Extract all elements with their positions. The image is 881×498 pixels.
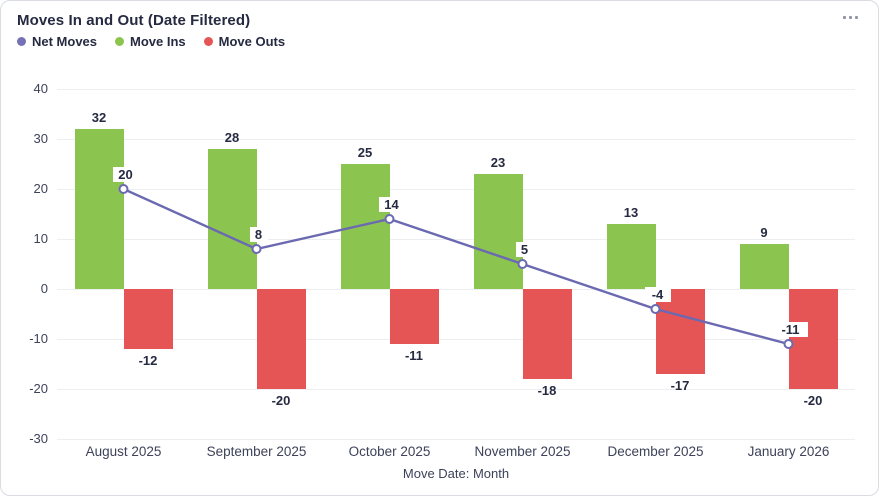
- bar-value-label: -18: [537, 383, 557, 398]
- gridline: [57, 189, 855, 190]
- bar-move-outs[interactable]: [389, 289, 439, 344]
- legend-item-net-moves[interactable]: Net Moves: [17, 34, 97, 49]
- x-axis-tick-label: November 2025: [474, 444, 571, 459]
- ellipsis-dot: [842, 15, 846, 19]
- bar-move-outs[interactable]: [522, 289, 572, 379]
- line-marker-net-moves[interactable]: [118, 184, 129, 194]
- bar-move-ins[interactable]: [473, 174, 523, 289]
- bar-value-label: -17: [670, 378, 690, 393]
- legend-item-move-outs[interactable]: Move Outs: [203, 34, 286, 49]
- x-axis-tick-label: October 2025: [348, 444, 431, 459]
- bar-move-ins[interactable]: [340, 164, 390, 289]
- legend-label: Move Ins: [130, 34, 186, 49]
- line-marker-net-moves[interactable]: [517, 259, 528, 269]
- legend-label: Move Outs: [218, 34, 286, 49]
- y-axis-tick-label: 10: [33, 231, 48, 246]
- line-marker-net-moves[interactable]: [650, 304, 661, 314]
- bar-move-ins[interactable]: [606, 224, 656, 289]
- bar-value-label: -11: [404, 348, 424, 363]
- chart-title: Moves In and Out (Date Filtered): [17, 12, 251, 29]
- chart-legend: Net Moves Move Ins Move Outs: [17, 34, 285, 49]
- gridline: [57, 89, 855, 90]
- bar-value-label: 25: [357, 145, 373, 160]
- line-value-label: 8: [249, 227, 268, 242]
- line-marker-net-moves[interactable]: [251, 244, 262, 254]
- y-axis-tick-label: 20: [33, 181, 48, 196]
- bar-value-label: -12: [138, 353, 158, 368]
- line-value-label: -11: [773, 322, 808, 337]
- x-axis-title: Move Date: Month: [402, 466, 510, 481]
- legend-dot-icon: [17, 37, 26, 46]
- bar-value-label: 9: [760, 225, 768, 240]
- bar-move-ins[interactable]: [739, 244, 789, 289]
- gridline: [57, 239, 855, 240]
- bar-value-label: -20: [803, 393, 823, 408]
- bar-move-outs[interactable]: [256, 289, 306, 389]
- x-axis-tick-label: December 2025: [607, 444, 704, 459]
- line-marker-net-moves[interactable]: [384, 214, 395, 224]
- bar-move-ins[interactable]: [207, 149, 257, 289]
- line-marker-net-moves[interactable]: [783, 339, 794, 349]
- x-axis-tick-label: January 2026: [747, 444, 830, 459]
- ellipsis-dot: [854, 15, 858, 19]
- y-axis-tick-label: 0: [40, 281, 48, 296]
- line-value-label: 20: [112, 167, 139, 182]
- bar-value-label: -20: [271, 393, 291, 408]
- line-value-label: 14: [378, 197, 405, 212]
- x-axis-tick-label: August 2025: [85, 444, 162, 459]
- bar-move-ins[interactable]: [74, 129, 124, 289]
- y-axis-tick-label: 40: [33, 81, 48, 96]
- bar-value-label: 28: [224, 130, 240, 145]
- gridline: [57, 339, 855, 340]
- y-axis-tick-label: -10: [29, 331, 48, 346]
- bar-move-outs[interactable]: [123, 289, 173, 349]
- bar-move-outs[interactable]: [788, 289, 838, 389]
- ellipsis-dot: [848, 15, 852, 19]
- y-axis-tick-label: 30: [33, 131, 48, 146]
- line-value-label: -4: [644, 287, 671, 302]
- gridline: [57, 289, 855, 290]
- y-axis-tick-label: -20: [29, 381, 48, 396]
- legend-dot-icon: [115, 37, 125, 46]
- bar-value-label: 13: [623, 205, 639, 220]
- y-axis-tick-label: -30: [29, 431, 48, 446]
- bar-value-label: 23: [490, 155, 506, 170]
- x-axis-tick-label: September 2025: [206, 444, 307, 459]
- legend-dot-icon: [203, 37, 213, 46]
- line-value-label: 5: [515, 242, 534, 257]
- legend-label: Net Moves: [32, 34, 98, 49]
- bar-value-label: 32: [91, 110, 107, 125]
- gridline: [57, 439, 855, 440]
- ellipsis-menu-icon[interactable]: [838, 9, 862, 25]
- gridline: [57, 139, 855, 140]
- legend-item-move-ins[interactable]: Move Ins: [115, 34, 186, 49]
- gridline: [57, 389, 855, 390]
